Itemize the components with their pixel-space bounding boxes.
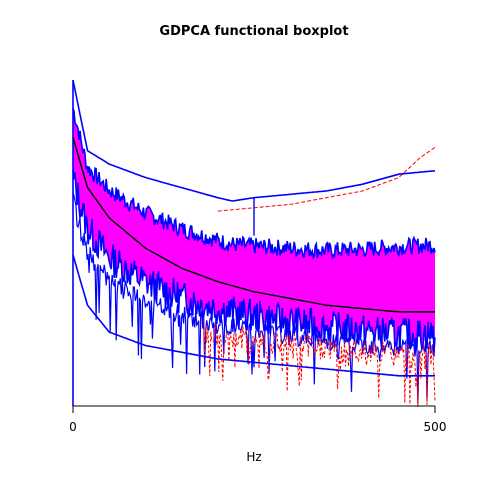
outlier-upper-trace	[217, 146, 436, 212]
x-axis-label: Hz	[246, 450, 261, 464]
lower-whisker-line	[72, 254, 435, 377]
lower-spiky-trace	[72, 192, 436, 404]
upper-whisker-line	[72, 79, 436, 202]
median-curve	[72, 136, 435, 313]
chart-title: GDPCA functional boxplot	[159, 24, 348, 39]
outlier-lower-trace	[203, 319, 436, 407]
plot-area	[72, 79, 436, 407]
x-axis: 0 500 Hz	[69, 405, 447, 464]
central-region-upper-edge	[72, 108, 436, 260]
x-tick-label-0: 0	[69, 420, 77, 434]
x-tick-label-500: 500	[424, 420, 447, 434]
